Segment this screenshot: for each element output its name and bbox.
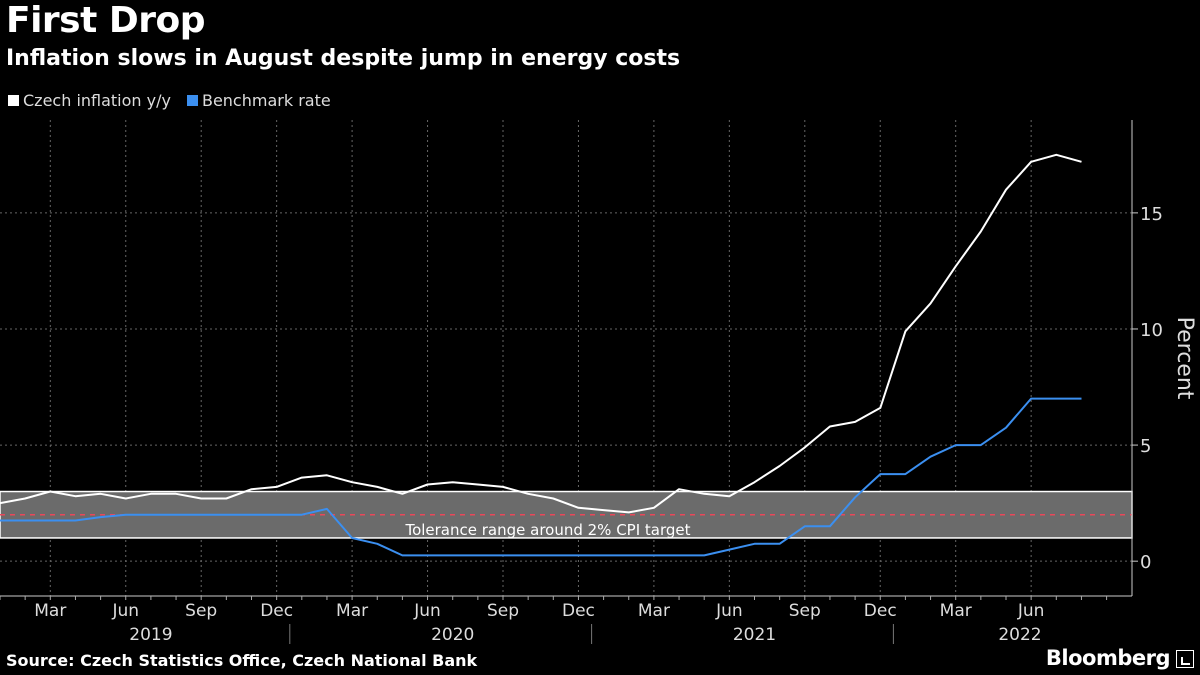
chart-subtitle: Inflation slows in August despite jump i… [6,46,681,71]
legend-label-inflation: Czech inflation y/y [23,91,171,110]
x-year-label: 2022 [998,625,1041,645]
legend-label-benchmark: Benchmark rate [201,91,331,110]
legend-swatch-benchmark [186,95,198,106]
series-line-inflation [0,153,1082,514]
y-tick-label: 10 [1140,320,1163,341]
x-tick-label: Jun [413,601,441,621]
x-tick-label: Jun [1017,601,1045,621]
x-year-label: 2019 [129,625,172,645]
x-tick-label: Jun [111,601,139,621]
legend-item-inflation: Czech inflation y/y [8,91,171,110]
x-tick-label: Dec [864,601,897,621]
x-tick-label: Sep [487,601,519,621]
x-tick-label: Sep [789,601,821,621]
source-note: Source: Czech Statistics Office, Czech N… [6,651,478,670]
y-axis-title: Percent [1172,317,1197,400]
y-tick-label: 15 [1140,204,1163,225]
y-tick-label: 0 [1140,552,1151,573]
x-tick-label: Mar [336,601,368,621]
y-tick-label: 5 [1140,436,1151,457]
chart-title: First Drop [6,0,206,41]
brand-logo: Bloomberg [1045,646,1171,670]
band-label: Tolerance range around 2% CPI target [404,521,690,539]
x-tick-label: Jun [715,601,743,621]
x-tick-label: Mar [940,601,972,621]
series-line-benchmark [0,397,1082,557]
x-tick-label: Sep [185,601,217,621]
x-year-label: 2021 [733,625,776,645]
legend-item-benchmark: Benchmark rate [186,91,331,110]
terminal-icon [1176,650,1194,668]
x-tick-label: Mar [638,601,670,621]
x-tick-label: Mar [34,601,66,621]
x-year-label: 2020 [431,625,474,645]
x-tick-label: Dec [562,601,595,621]
legend: Czech inflation y/y Benchmark rate [8,91,331,110]
x-tick-label: Dec [260,601,293,621]
legend-swatch-inflation [8,95,19,106]
